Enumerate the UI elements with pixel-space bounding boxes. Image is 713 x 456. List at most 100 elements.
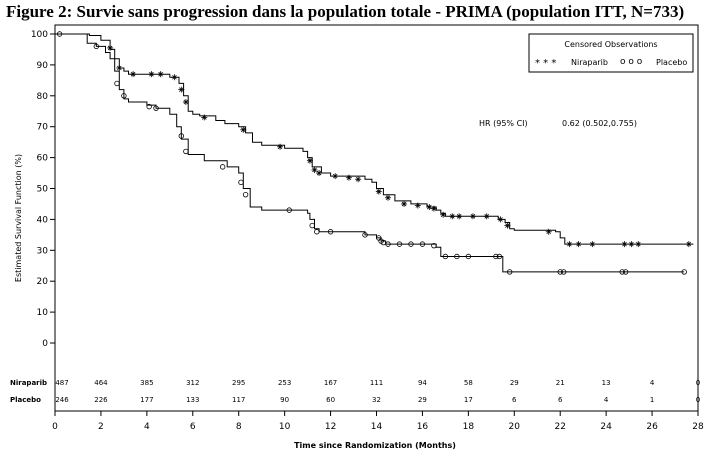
- risk-count: 4: [650, 379, 655, 387]
- risk-count: 312: [186, 379, 199, 387]
- censor-star-marker: [449, 213, 456, 220]
- legend-placebo-label: Placebo: [656, 58, 687, 67]
- censor-star-marker: [456, 213, 463, 220]
- censor-star-marker: [621, 241, 628, 248]
- risk-count: 167: [324, 379, 337, 387]
- risk-count: 0: [696, 379, 700, 387]
- censor-circle-marker: [496, 253, 503, 260]
- censor-star-marker: [628, 241, 635, 248]
- censor-circle-marker: [506, 269, 513, 275]
- censor-circle-marker: [385, 241, 391, 247]
- risk-count: 246: [55, 396, 69, 404]
- censor-star-marker: [685, 241, 692, 248]
- legend-placebo-symbol: o o o: [620, 57, 643, 67]
- risk-count: 17: [464, 396, 473, 404]
- y-tick-label: 100: [31, 30, 48, 40]
- censor-star-marker: [178, 86, 185, 93]
- censor-circle-marker: [153, 105, 159, 111]
- y-tick-label: 10: [37, 308, 49, 318]
- y-tick-label: 70: [37, 123, 49, 133]
- censor-circle-marker: [93, 43, 100, 50]
- censor-circle-marker: [242, 191, 249, 198]
- x-tick-label: 0: [52, 422, 58, 432]
- risk-row-label: Placebo: [10, 396, 41, 404]
- censor-star-marker: [430, 205, 437, 212]
- risk-count: 385: [140, 379, 153, 387]
- legend-title: Censored Observations: [564, 40, 657, 49]
- censor-circle-marker: [362, 232, 368, 238]
- risk-count: 117: [232, 396, 245, 404]
- censor-star-marker: [414, 202, 421, 209]
- x-tick-label: 10: [279, 422, 291, 432]
- risk-count: 32: [372, 396, 381, 404]
- censor-circle-marker: [442, 253, 449, 260]
- censor-circle-marker: [121, 93, 127, 99]
- x-tick-label: 14: [371, 422, 383, 432]
- censor-star-marker: [355, 176, 362, 183]
- risk-count: 253: [278, 379, 291, 387]
- risk-count: 60: [326, 396, 335, 404]
- censor-star-marker: [130, 71, 137, 78]
- hr-annotation: HR (95% CI) 0.62 (0.502,0.755): [479, 119, 637, 128]
- censor-circle-marker: [286, 207, 292, 213]
- censor-star-marker: [401, 200, 408, 207]
- risk-count: 133: [186, 396, 199, 404]
- censor-star-marker: [345, 174, 352, 181]
- censor-circle-marker: [238, 179, 244, 186]
- censor-circle-marker: [314, 229, 320, 235]
- censor-star-marker: [575, 241, 582, 248]
- x-tick-label: 12: [325, 422, 336, 432]
- y-tick-label: 60: [37, 154, 49, 164]
- risk-table: Niraparib 487 464 385 312 295 253 167 111 94 58 29 2…: [10, 379, 700, 404]
- risk-count: 177: [140, 396, 153, 404]
- censor-star-marker: [107, 44, 114, 51]
- censor-star-marker: [635, 241, 642, 248]
- risk-count: 1: [650, 396, 654, 404]
- censor-star-marker: [504, 222, 511, 229]
- censor-star-marker: [384, 194, 391, 201]
- hr-value: 0.62 (0.502,0.755): [562, 119, 637, 128]
- risk-count: 295: [232, 379, 245, 387]
- risk-count: 4: [604, 396, 609, 404]
- hr-label: HR (95% CI): [479, 119, 528, 128]
- censor-star-marker: [426, 204, 433, 211]
- censor-star-marker: [277, 143, 284, 150]
- censor-circle-marker: [178, 133, 185, 139]
- x-tick-label: 16: [417, 422, 429, 432]
- censor-circle-marker: [419, 241, 426, 247]
- y-tick-label: 40: [37, 215, 49, 225]
- plot-frame: [54, 24, 699, 412]
- x-tick-label: 22: [554, 422, 565, 432]
- risk-count: 21: [556, 379, 565, 387]
- censor-star-marker: [157, 71, 164, 78]
- censor-star-marker: [311, 166, 318, 173]
- censor-star-marker: [332, 173, 339, 180]
- risk-count: 29: [418, 396, 427, 404]
- censor-star-marker: [182, 98, 189, 105]
- legend-box: [528, 33, 694, 73]
- y-tick-label: 80: [37, 92, 49, 102]
- censor-circle-marker: [327, 229, 334, 235]
- x-tick-label: 20: [509, 422, 521, 432]
- censor-circle-marker: [557, 269, 563, 275]
- censor-star-marker: [375, 188, 382, 195]
- y-tick-label: 50: [37, 185, 49, 195]
- censor-markers: [56, 31, 692, 275]
- risk-count: 90: [280, 396, 289, 404]
- risk-row-label: Niraparib: [10, 379, 47, 387]
- x-tick-label: 8: [236, 422, 242, 432]
- km-curve-niraparib: [55, 33, 694, 245]
- censor-circle-marker: [622, 269, 629, 275]
- y-axis-label: Estimated Survival Function (%): [14, 154, 23, 282]
- censor-star-marker: [316, 170, 323, 177]
- x-tick-label: 6: [190, 422, 196, 432]
- censor-star-marker: [171, 74, 178, 81]
- y-tick-label: 20: [37, 277, 49, 287]
- x-tick-label: 28: [692, 422, 704, 432]
- censor-star-marker: [589, 241, 596, 248]
- censor-circle-marker: [146, 103, 152, 110]
- censor-star-marker: [483, 213, 490, 220]
- censor-star-marker: [497, 216, 504, 223]
